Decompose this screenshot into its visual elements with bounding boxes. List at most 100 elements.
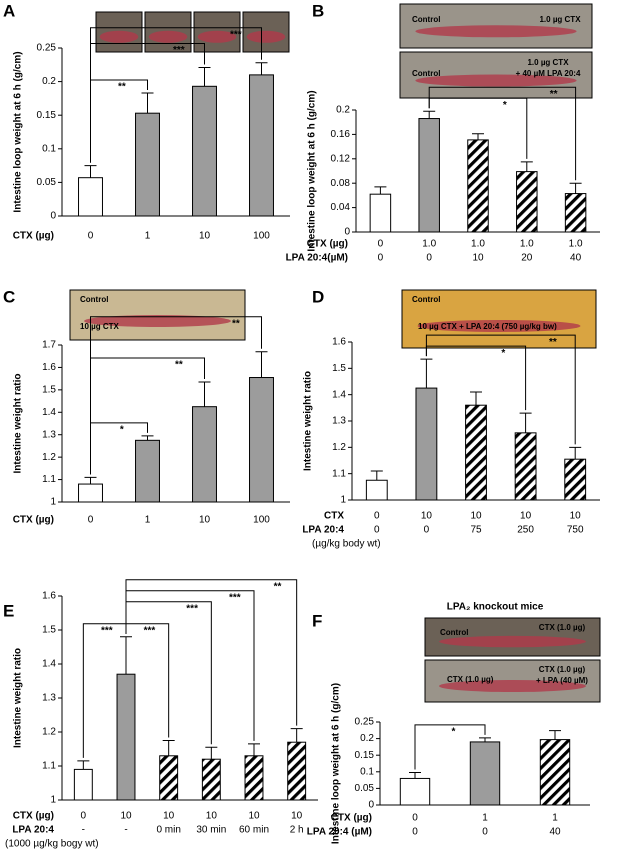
significance-label: *	[452, 727, 456, 738]
x-tick-label: 1	[145, 515, 151, 526]
inset-label: Control	[440, 628, 468, 637]
bar	[201, 758, 221, 801]
x-tick-label: 0	[482, 827, 488, 838]
bar	[564, 193, 587, 233]
x-tick-label: 1.0	[520, 239, 534, 250]
y-tick-label: 1.6	[332, 337, 346, 348]
x-tick-label: 75	[470, 525, 482, 536]
x-tick-label: 250	[517, 525, 534, 536]
panel-label: F	[312, 611, 322, 630]
significance-bracket	[90, 316, 262, 475]
inset-label: 10 µg CTX + LPA 20:4 (750 µg/kg bw)	[418, 322, 557, 331]
y-tick-label: 1.5	[42, 625, 56, 636]
bar	[135, 112, 160, 217]
y-tick-label: 1.1	[42, 474, 56, 485]
error-bar	[569, 182, 582, 194]
x-tick-label: 1.0	[471, 239, 485, 250]
x-tick-label: 60 min	[239, 825, 269, 836]
x-tick-label: 0	[378, 239, 384, 250]
y-tick-label: 0.2	[336, 105, 350, 116]
panel-label: E	[3, 601, 14, 620]
y-tick-label: 0	[344, 227, 350, 238]
row-label: LPA 20:4	[12, 825, 54, 836]
panel: E 1 1.1 1.2 1.3 1.4 1.5 1.6 Intestine weight rat…	[3, 579, 318, 850]
error-bar	[77, 760, 90, 770]
row-label: LPA 20:4(µM)	[286, 253, 348, 264]
significance-label: **	[550, 89, 558, 100]
error-bar	[423, 110, 436, 119]
bar	[465, 404, 487, 501]
x-tick-label: 0	[88, 515, 94, 526]
y-tick-label: 0.16	[331, 129, 351, 140]
x-tick-label: 0	[88, 231, 94, 242]
row-label: CTX (µg)	[331, 813, 372, 824]
error-bar	[198, 66, 211, 87]
panel: A 0 0.05 0.1 0.15 0.2 0.25 Intestine loop weigh…	[3, 1, 290, 242]
row-label: CTX (µg)	[13, 811, 54, 822]
inset-label: 10 µg CTX	[80, 322, 120, 331]
bar	[244, 755, 264, 801]
y-tick-label: 0.12	[331, 153, 351, 164]
specimen	[197, 30, 237, 43]
significance-label: *	[503, 100, 507, 111]
x-tick-label: 10	[163, 811, 175, 822]
x-tick-label: 10	[421, 511, 433, 522]
error-bar	[84, 476, 97, 485]
x-tick-label: 1	[552, 813, 558, 824]
y-axis-label: Intestine weight ratio	[13, 373, 24, 473]
significance-label: ***	[101, 625, 113, 636]
bar	[365, 479, 388, 501]
x-tick-label: 0	[426, 253, 432, 264]
specimen	[148, 30, 188, 43]
x-tick-label: 20	[521, 253, 533, 264]
photo-inset	[401, 289, 597, 349]
y-tick-label: 1.5	[332, 363, 346, 374]
significance-label: ***	[230, 29, 242, 40]
y-tick-label: 1.3	[42, 693, 56, 704]
significance-label: **	[175, 360, 183, 371]
significance-label: **	[549, 337, 557, 348]
y-tick-label: 0.25	[37, 43, 57, 54]
y-tick-label: 1	[50, 497, 56, 508]
bar	[249, 377, 274, 503]
y-axis-label: Intestine loop weight at 6 h (g/cm)	[307, 90, 318, 251]
bar	[564, 458, 587, 501]
x-tick-label: 10	[470, 511, 482, 522]
x-tick-label: 1.0	[422, 239, 436, 250]
x-tick-label: 100	[253, 231, 270, 242]
x-tick-label: 10	[520, 511, 532, 522]
error-bar	[290, 728, 303, 743]
y-tick-label: 0.15	[37, 110, 57, 121]
significance-label: ***	[173, 45, 185, 56]
row-label: CTX (µg)	[13, 515, 54, 526]
y-axis-label: Intestine weight ratio	[303, 371, 314, 471]
specimen	[417, 319, 581, 332]
significance-bracket	[428, 86, 577, 181]
y-tick-label: 0.1	[360, 766, 374, 777]
bar	[287, 741, 307, 801]
row-label: LPA 20:4	[302, 525, 344, 536]
panel-label: C	[3, 287, 15, 306]
error-bar	[569, 446, 582, 460]
y-tick-label: 0.2	[42, 76, 56, 87]
x-tick-label: 100	[253, 515, 270, 526]
panel-label: B	[312, 1, 324, 20]
inset-label: CTX (1.0 µg)	[539, 623, 586, 632]
error-bar	[120, 636, 132, 675]
y-axis-label: Intestine weight ratio	[13, 648, 24, 748]
x-tick-label: 10	[199, 515, 211, 526]
x-tick-label: 2 h	[290, 825, 304, 836]
y-tick-label: 1.6	[42, 591, 56, 602]
error-bar	[519, 412, 532, 433]
bar	[78, 483, 103, 503]
x-tick-label: 10	[291, 811, 303, 822]
error-bar	[255, 351, 268, 378]
specimen	[439, 680, 586, 693]
specimen	[99, 30, 139, 43]
x-tick-label: 0	[374, 511, 380, 522]
y-tick-label: 0.15	[355, 750, 375, 761]
inset-label: + 40 µM LPA 20:4	[516, 69, 581, 78]
bar	[135, 439, 160, 503]
significance-label: *	[120, 424, 124, 435]
y-tick-label: 0.25	[355, 717, 375, 728]
